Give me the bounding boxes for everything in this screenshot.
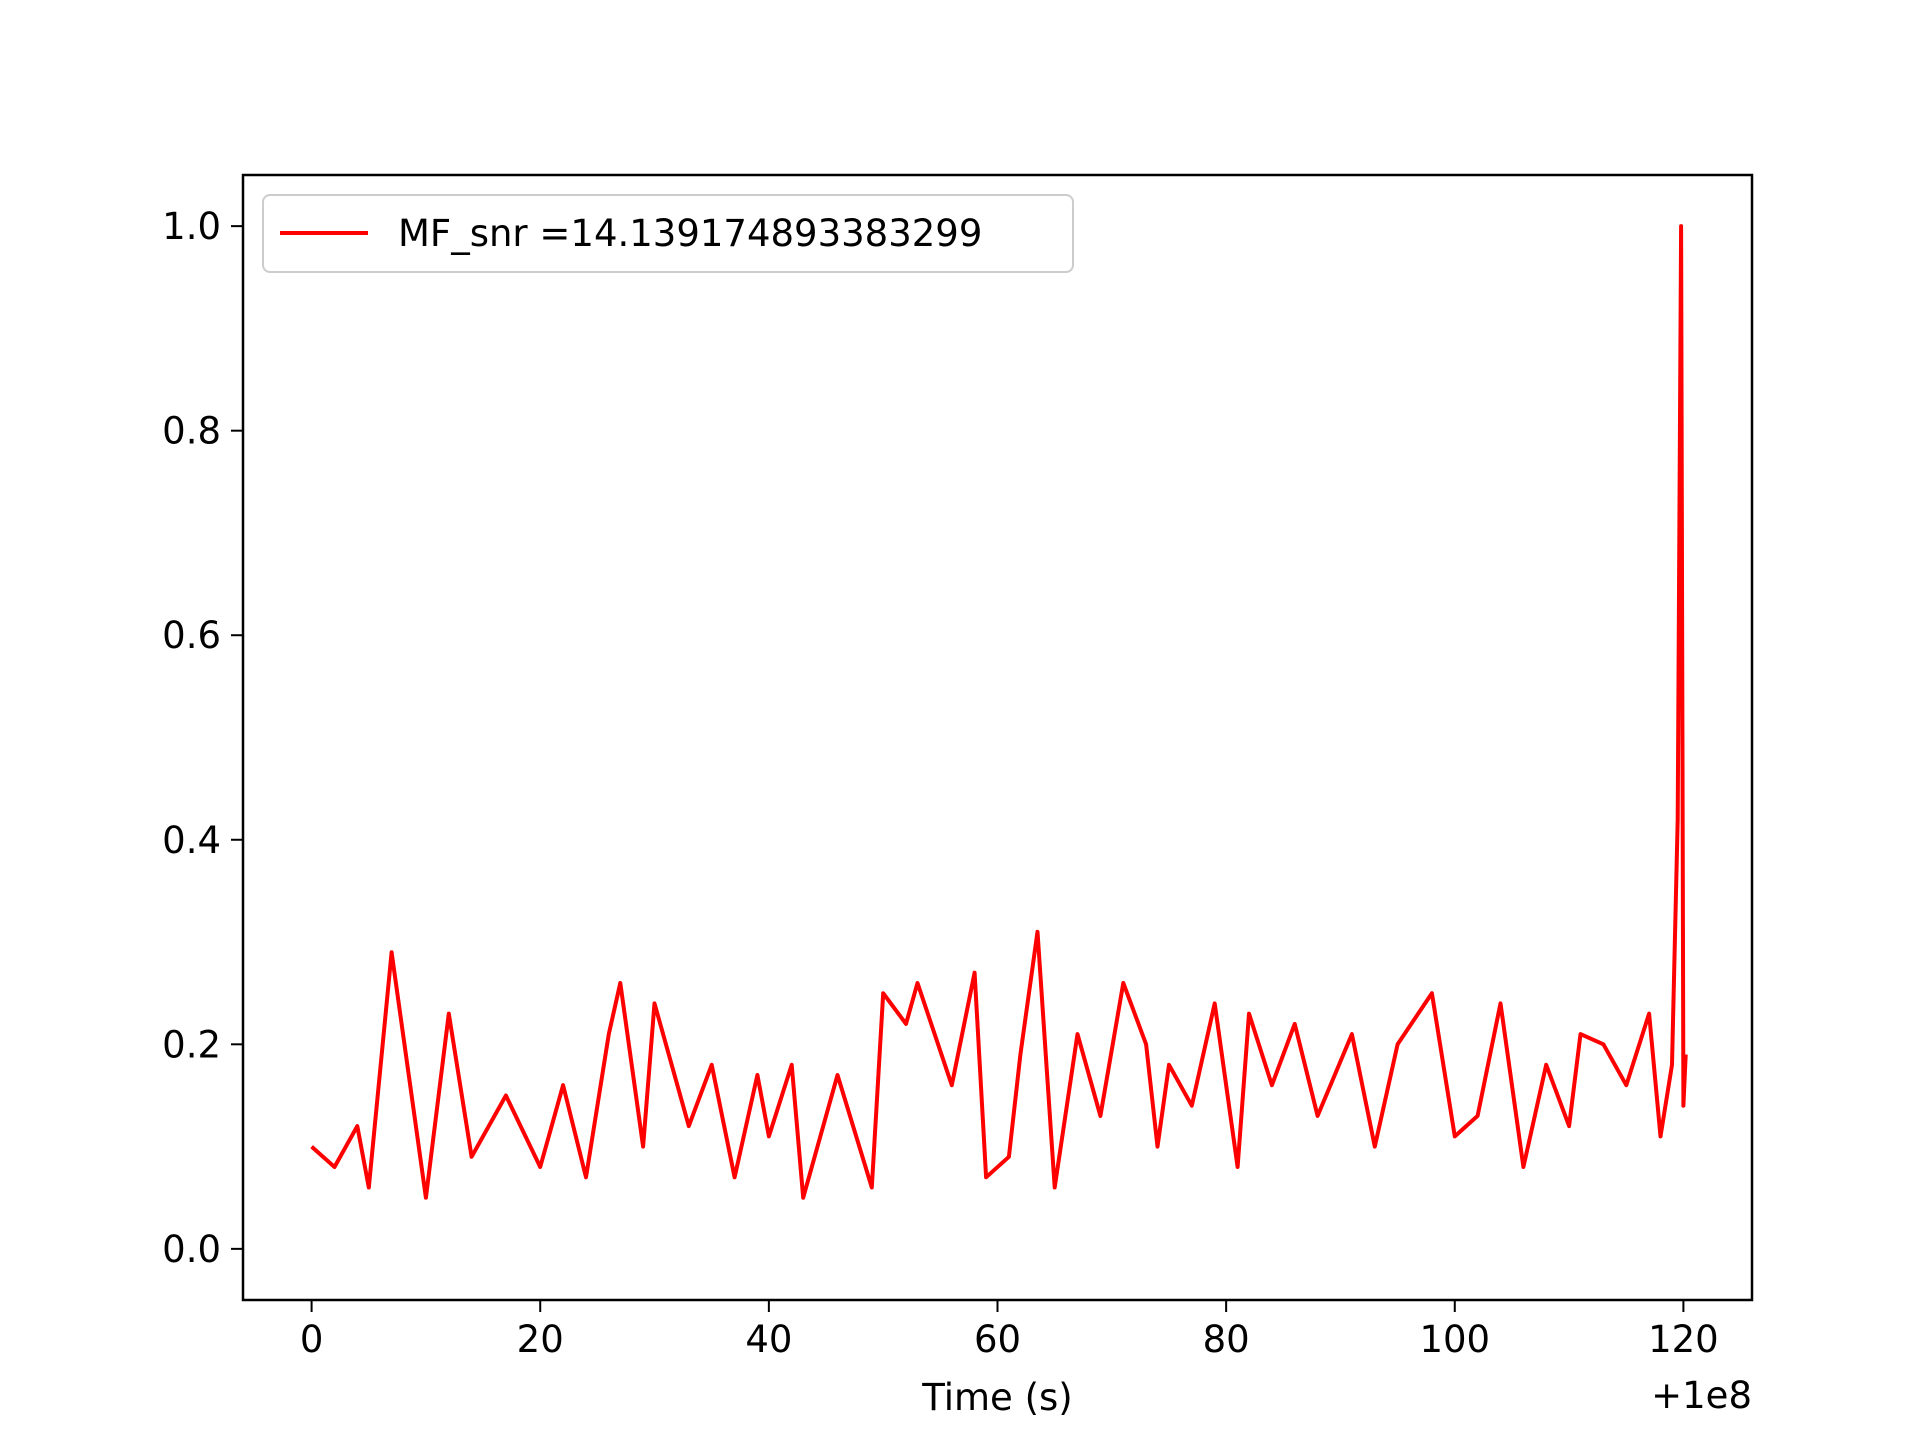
x-tick-label: 40 [745, 1318, 792, 1361]
series-line-0 [310, 224, 1688, 1200]
x-tick-label: 80 [1203, 1318, 1250, 1361]
x-tick-label: 60 [974, 1318, 1021, 1361]
y-tick-label: 0.4 [162, 819, 221, 862]
x-axis-offset-label: +1e8 [1651, 1374, 1752, 1417]
y-tick-label: 0.8 [162, 410, 221, 453]
legend: MF_snr =14.139174893383299 [262, 194, 1074, 273]
ticks-layer: 0 20 40 60 80 100 120 0.0 0.2 0.4 0.6 0.8 1.0 [162, 205, 1719, 1361]
series-layer [310, 224, 1688, 1200]
x-axis-label: Time (s) [921, 1376, 1072, 1419]
y-tick-label: 0.0 [162, 1228, 221, 1271]
legend-box [262, 194, 1074, 273]
x-tick-label: 0 [300, 1318, 324, 1361]
x-tick-label: 100 [1419, 1318, 1490, 1361]
y-tick-label: 1.0 [162, 205, 221, 248]
x-tick-label: 20 [517, 1318, 564, 1361]
y-tick-label: 0.2 [162, 1023, 221, 1066]
legend-label: MF_snr =14.139174893383299 [398, 212, 982, 255]
x-tick-label: 120 [1648, 1318, 1719, 1361]
y-tick-label: 0.6 [162, 614, 221, 657]
